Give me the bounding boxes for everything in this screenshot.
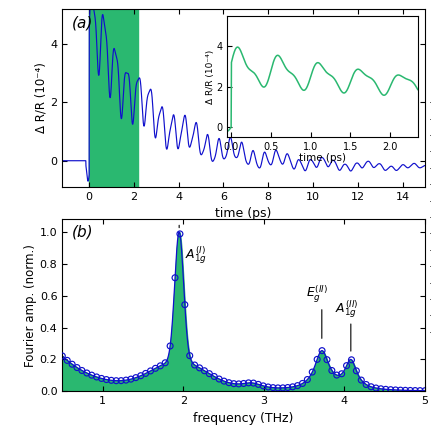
Point — [397, 387, 404, 393]
Point — [382, 386, 389, 393]
Point — [309, 369, 316, 375]
Point — [275, 384, 282, 391]
Point — [235, 381, 242, 387]
Point — [59, 353, 66, 359]
Point — [69, 361, 76, 368]
X-axis label: frequency (THz): frequency (THz) — [194, 412, 294, 425]
Point — [412, 387, 419, 394]
Point — [147, 368, 154, 375]
Point — [191, 362, 198, 369]
Point — [368, 383, 375, 390]
Y-axis label: Fourier amp. (norm.): Fourier amp. (norm.) — [24, 244, 37, 367]
Point — [162, 359, 169, 366]
Point — [142, 370, 149, 377]
Point — [230, 380, 237, 387]
Point — [348, 356, 355, 363]
Text: (a): (a) — [71, 16, 93, 31]
Point — [88, 372, 95, 378]
Point — [260, 382, 267, 389]
Text: $A_{1g}^{(I)}$: $A_{1g}^{(I)}$ — [185, 245, 207, 266]
Point — [210, 373, 218, 380]
Point — [417, 387, 424, 394]
Point — [171, 274, 178, 281]
Point — [127, 376, 134, 383]
Point — [284, 384, 291, 391]
Point — [324, 356, 331, 363]
Point — [132, 374, 139, 381]
Point — [407, 387, 414, 394]
Point — [122, 377, 129, 384]
Point — [304, 376, 311, 383]
Point — [78, 367, 85, 374]
Point — [328, 367, 336, 374]
Point — [103, 376, 110, 383]
Point — [333, 372, 340, 378]
Text: $A_{1g}^{(II)}$: $A_{1g}^{(II)}$ — [335, 298, 358, 319]
Point — [387, 386, 394, 393]
Text: .
.
.
.
.
.
.
.
.
.
.
.
.
.
.: . . . . . . . . . . . . . . . — [429, 95, 432, 335]
Point — [363, 381, 370, 388]
Y-axis label: Δ R/R (10⁻⁴): Δ R/R (10⁻⁴) — [35, 62, 48, 133]
Point — [83, 369, 90, 376]
Point — [314, 356, 321, 363]
Point — [98, 375, 105, 382]
Point — [215, 375, 222, 382]
Text: (b): (b) — [71, 224, 93, 240]
Point — [265, 384, 272, 390]
Point — [270, 384, 277, 391]
Point — [157, 362, 164, 369]
Point — [220, 378, 227, 384]
Point — [294, 382, 301, 389]
Point — [255, 381, 262, 388]
X-axis label: time (ps): time (ps) — [215, 207, 272, 221]
Point — [108, 377, 115, 384]
Point — [73, 364, 81, 371]
Point — [240, 380, 247, 387]
Point — [338, 370, 345, 377]
Point — [343, 362, 350, 369]
Point — [196, 365, 203, 372]
Text: $E_g^{(II)}$: $E_g^{(II)}$ — [306, 284, 328, 305]
Point — [319, 347, 326, 354]
Point — [206, 370, 213, 377]
Point — [392, 387, 399, 393]
Point — [421, 387, 429, 394]
Point — [113, 377, 120, 384]
Point — [245, 379, 252, 386]
Point — [289, 384, 296, 390]
Point — [402, 387, 409, 394]
Point — [372, 384, 380, 391]
Point — [152, 365, 159, 372]
Point — [250, 380, 257, 387]
Point — [377, 385, 384, 392]
Point — [358, 377, 365, 384]
Bar — [89, 9, 138, 187]
Point — [186, 352, 193, 359]
Point — [93, 374, 100, 381]
Point — [201, 367, 208, 374]
Point — [299, 380, 306, 387]
Point — [117, 377, 125, 384]
Point — [181, 301, 188, 308]
Point — [137, 372, 144, 379]
Point — [225, 379, 232, 386]
Point — [64, 357, 71, 364]
Point — [279, 384, 287, 391]
Point — [176, 230, 183, 237]
Point — [353, 367, 360, 374]
Point — [166, 343, 174, 350]
